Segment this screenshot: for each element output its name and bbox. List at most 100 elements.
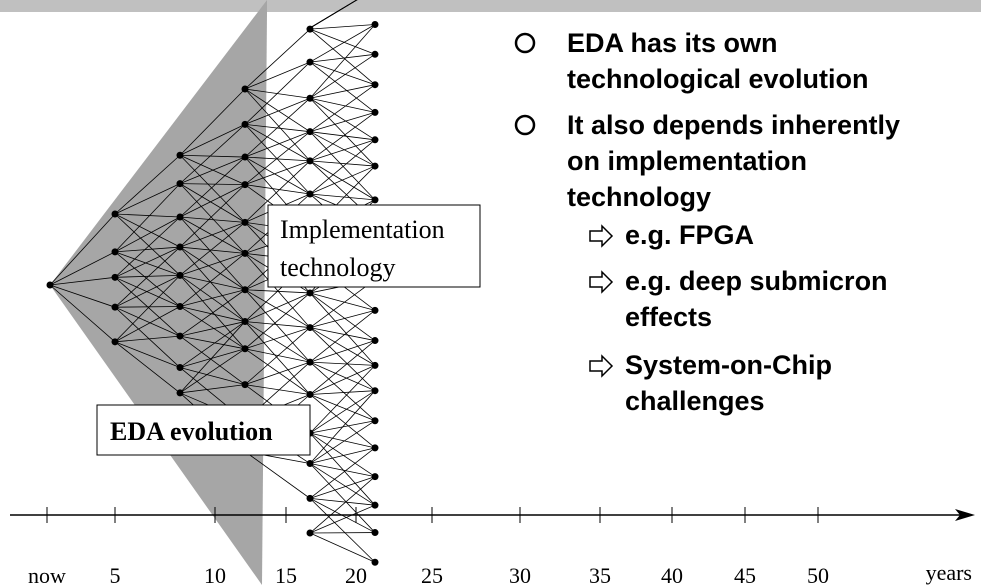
node [371,108,379,116]
edge [49,284,116,308]
edge [179,156,246,218]
edge [244,327,311,385]
edge [179,216,246,223]
edge [114,335,181,343]
edge [309,476,376,534]
node [176,332,184,340]
node [111,338,119,346]
node [371,529,379,537]
edge [179,289,246,337]
sub-bullet-text: effects [625,302,712,332]
node [306,157,314,165]
edge [244,292,311,322]
edge [114,341,181,394]
edge [114,216,181,253]
edge [114,274,181,278]
edge [309,420,376,464]
edge [309,447,376,464]
edge [244,321,311,363]
node [306,128,314,136]
node [241,218,249,226]
bullet-marker [514,114,536,136]
node [306,494,314,502]
node [111,273,119,281]
node [176,180,184,188]
edge [309,390,376,395]
bullet-text: on implementation [567,146,807,176]
edge [114,213,181,248]
edge [309,310,376,363]
bullet-text: EDA has its own [567,28,778,58]
edge [244,88,311,162]
edge [114,183,181,215]
edge [309,394,376,422]
node [241,153,249,161]
edge [114,216,181,278]
edge [244,292,311,350]
edge [309,327,376,391]
edge [244,160,311,185]
edge [179,216,246,291]
bullet-text: technological evolution [567,64,869,94]
node [111,303,119,311]
node [176,151,184,159]
edge [309,292,376,366]
edge [244,289,311,363]
edge [244,327,311,350]
edge [309,365,376,434]
edge [309,463,376,477]
edge [244,124,311,162]
bullet-text: It also depends inherently [567,110,900,140]
edge [244,88,311,133]
sub-bullet-text: e.g. deep submicron [625,266,888,296]
sub-marker [589,270,614,294]
edge [179,183,246,254]
axis-arrow [955,509,975,521]
edge [309,193,376,201]
edge [179,154,246,158]
tick-label: now [28,563,66,588]
edge [309,447,376,499]
node [176,243,184,251]
edge [49,213,116,286]
node [241,286,249,294]
tick-label: 15 [275,563,297,588]
edge [244,253,311,328]
edge [179,253,246,276]
sub-bullet-text: e.g. FPGA [625,220,754,250]
edge [179,183,246,186]
edge [309,131,376,167]
node [306,25,314,33]
edge [179,156,246,185]
edge [179,253,246,307]
edge [49,251,116,286]
node [241,120,249,128]
tick-label: 30 [509,563,531,588]
sub-marker [589,354,614,378]
edge [179,124,246,156]
node [306,529,314,537]
edge [179,348,246,394]
edge [309,61,376,86]
edge [309,365,376,395]
edge [114,276,181,307]
sub-bullet-text: challenges [625,386,765,416]
node [371,306,379,314]
edge [309,0,358,29]
edge [179,246,246,291]
edge [309,340,376,363]
edge [309,394,376,449]
tick-label: 40 [661,563,683,588]
node [176,302,184,310]
node [371,444,379,452]
node [371,558,379,566]
edge [309,432,376,449]
edge [114,246,181,253]
edge [309,53,376,63]
edge [179,348,246,368]
node [371,361,379,369]
node [371,473,379,481]
edge [114,306,181,343]
tick-label: 5 [110,563,121,588]
node [111,248,119,256]
